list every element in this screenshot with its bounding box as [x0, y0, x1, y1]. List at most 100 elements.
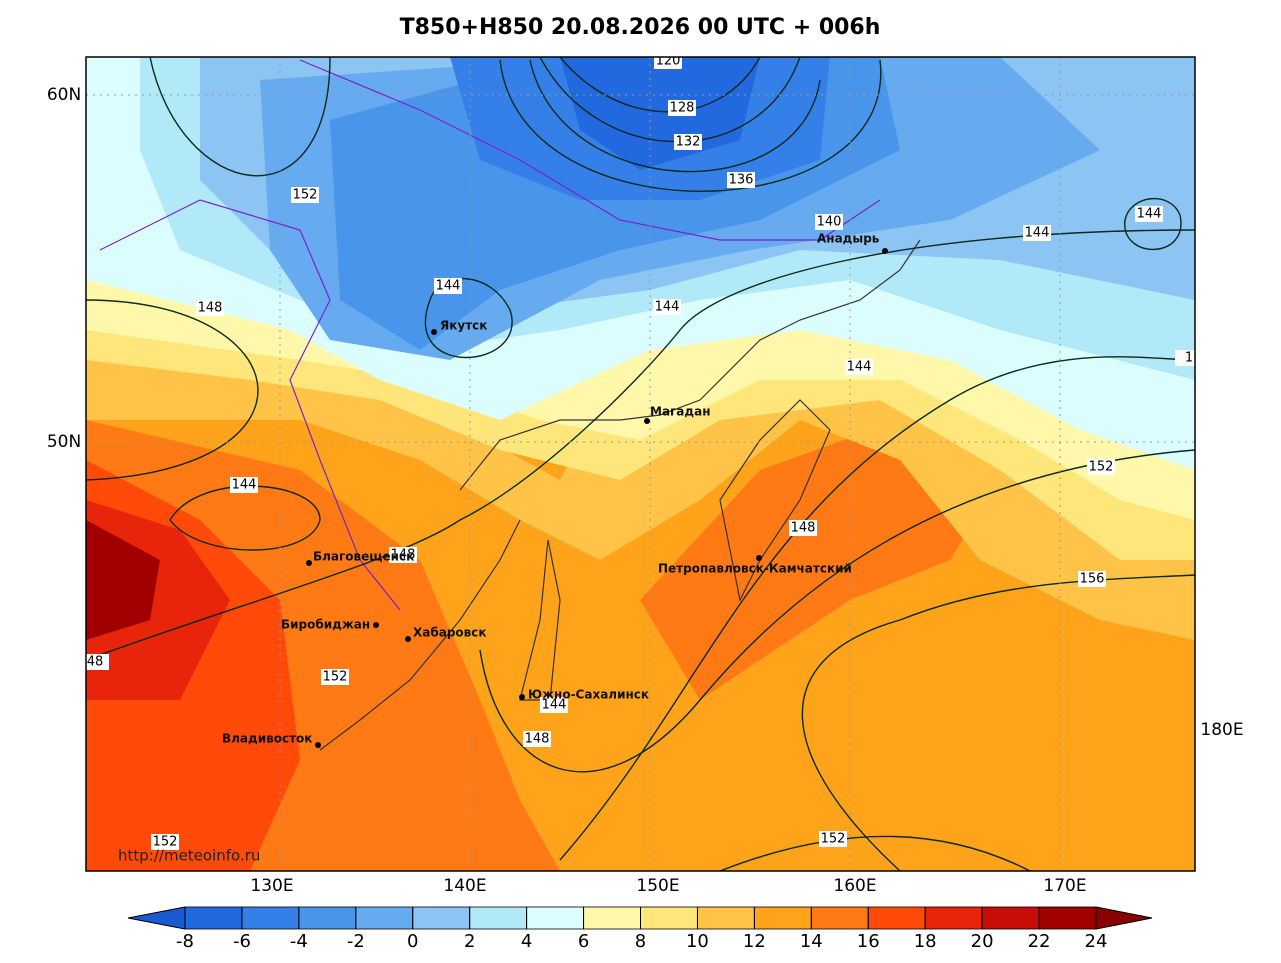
contour — [86, 299, 259, 481]
city-dot — [882, 248, 888, 254]
colorbar-segment — [583, 906, 641, 930]
colorbar-label: 16 — [857, 931, 880, 952]
contour — [149, 57, 331, 177]
colorbar-label: 20 — [971, 931, 994, 952]
contour-label: 152 — [293, 188, 318, 203]
lon-label: 150E — [636, 876, 679, 896]
colorbar-segment — [469, 906, 528, 930]
colorbar-label: 14 — [800, 931, 823, 952]
contour — [479, 449, 1195, 773]
colorbar-label: 24 — [1085, 931, 1108, 952]
contour-label-box — [196, 300, 224, 316]
colorbar-label: 4 — [521, 931, 532, 952]
colorbar-label: 18 — [914, 931, 937, 952]
contour-label: 144 — [847, 360, 872, 375]
colorbar-segment — [412, 906, 471, 930]
contour-label-box — [1175, 350, 1195, 366]
contour-label-box — [523, 731, 551, 747]
colorbar-segment — [184, 906, 243, 930]
contour-label: 152 — [153, 835, 178, 850]
colorbar-segment — [355, 906, 414, 930]
contour-label-box — [727, 172, 755, 188]
colorbar-segment — [810, 906, 869, 930]
lon-label: 170E — [1043, 876, 1086, 896]
city-label: Биробиджан — [281, 618, 370, 632]
city-dot — [644, 418, 650, 424]
contour-label: 144 — [232, 478, 257, 493]
city-label: Якутск — [440, 319, 487, 333]
colorbar-label: 8 — [635, 931, 646, 952]
contour-label: 148 — [791, 521, 816, 536]
contour — [86, 229, 1195, 661]
colorbar-label: 22 — [1028, 931, 1051, 952]
city-label: Владивосток — [222, 732, 312, 746]
colorbar-segment — [526, 906, 584, 930]
colorbar-label: 6 — [578, 931, 589, 952]
colorbar-label: 2 — [464, 931, 475, 952]
city-dot — [306, 560, 312, 566]
colorbar-label: -4 — [290, 931, 308, 952]
title: T850+H850 20.08.2026 00 UTC + 006h — [400, 15, 881, 40]
contour-label-box — [389, 547, 417, 563]
colorbar-under — [127, 906, 186, 930]
city-dot — [431, 329, 437, 335]
city-dot — [519, 694, 525, 700]
city-label: Магадан — [650, 405, 711, 419]
contour-label: 144 — [1137, 207, 1162, 222]
source-url: http://meteoinfo.ru — [118, 847, 260, 865]
contour-label: 152 — [1089, 460, 1114, 475]
contour-label-box — [291, 187, 319, 203]
coastline — [99, 199, 401, 611]
contour-label: 144 — [655, 300, 680, 315]
contour-label-box — [86, 654, 109, 670]
contour-label-box — [845, 359, 873, 375]
coastline — [719, 399, 831, 602]
coastline — [459, 239, 921, 491]
contour-label: 148 — [391, 548, 416, 563]
contour-label-box — [1023, 225, 1051, 241]
temperature-region — [640, 420, 1000, 700]
city-label: Хабаровск — [413, 626, 487, 640]
colorbar-over — [1095, 906, 1153, 930]
city-label: Анадырь — [817, 232, 880, 246]
contour-label: 144 — [1025, 226, 1050, 241]
contour-label: 128 — [670, 101, 695, 116]
contour-label-box — [789, 520, 817, 536]
temperature-region — [560, 57, 760, 170]
contour-label: 1 — [1185, 351, 1193, 366]
contour-label: 136 — [729, 173, 754, 188]
temperature-region — [86, 520, 160, 640]
contour-label-box — [653, 299, 681, 315]
contour-label: 120 — [656, 54, 681, 69]
contour-label-box — [668, 100, 696, 116]
contour-label-box — [321, 669, 349, 685]
contour-label: 152 — [821, 832, 846, 847]
colorbar-segment — [867, 906, 926, 930]
city-dot — [373, 622, 379, 628]
contour-label: 144 — [542, 698, 567, 713]
city-dot — [315, 742, 321, 748]
contour-label-box — [434, 278, 462, 294]
lon-label: 160E — [833, 876, 876, 896]
colorbar-label: 0 — [407, 931, 418, 952]
colorbar-label: -6 — [233, 931, 251, 952]
contour-label: 152 — [323, 670, 348, 685]
labels: 60N 50N 130E 140E 150E 160E 170E 180E -8 -6 -4 -2 0 2… — [47, 85, 1244, 952]
contour — [169, 485, 321, 551]
colorbar-segment — [298, 906, 357, 930]
city-label: Южно-Сахалинск — [528, 688, 649, 702]
contour — [1124, 198, 1182, 251]
contour — [559, 57, 761, 113]
contour-label: 156 — [1080, 572, 1105, 587]
contour — [499, 59, 882, 192]
contour-label-box — [1135, 206, 1163, 222]
coastline — [299, 59, 881, 241]
contour-label: 144 — [436, 279, 461, 294]
contour-label-box — [151, 834, 179, 850]
contour-label: 48 — [87, 655, 104, 670]
contour-label-box — [674, 134, 702, 150]
contour-label-box — [819, 831, 847, 847]
lat-label: 50N — [47, 432, 81, 452]
lat-label: 60N — [47, 85, 81, 105]
